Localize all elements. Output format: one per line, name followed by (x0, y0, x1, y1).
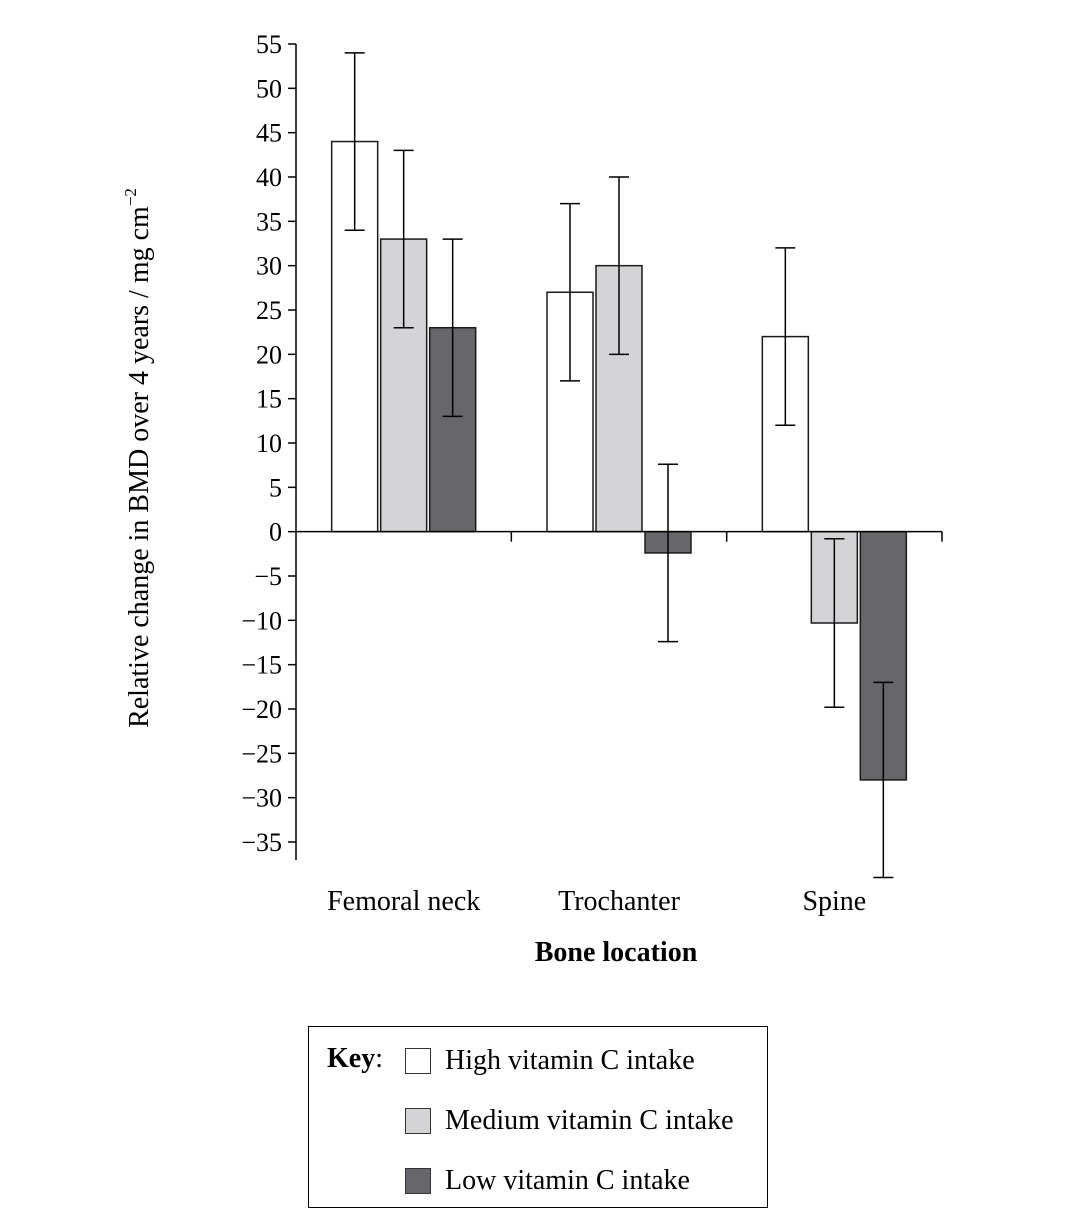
y-tick-label-14: −15 (241, 651, 282, 680)
y-tick-label-12: −5 (254, 562, 282, 591)
legend-item-medium: Medium vitamin C intake (405, 1105, 734, 1137)
y-tick-label-4: 35 (256, 207, 282, 236)
legend-item-high: High vitamin C intake (405, 1045, 695, 1077)
y-tick-label-9: 10 (256, 429, 282, 458)
labels-layer: Femoral neck Trochanter Spine5550454035302… (241, 30, 866, 917)
y-axis-title: Relative change in BMD over 4 years / mg… (121, 188, 155, 728)
legend-item-low: Low vitamin C intake (405, 1165, 690, 1197)
legend-key-label: Key (327, 1043, 376, 1074)
x-axis-title: Bone location (535, 937, 698, 968)
y-tick-label-0: 55 (256, 30, 282, 59)
error-bars-layer (344, 52, 894, 879)
bar-1-0 (546, 291, 594, 533)
category-label-0: Femoral neck (327, 886, 480, 917)
y-axis-title-text: Relative change in BMD over 4 years / mg… (124, 206, 155, 728)
y-tick-label-7: 20 (256, 340, 282, 369)
y-tick-label-2: 45 (256, 119, 282, 148)
y-tick-label-16: −25 (241, 739, 282, 768)
y-tick-label-13: −10 (241, 606, 282, 635)
legend-swatch-high (405, 1048, 431, 1074)
legend-label-high: High vitamin C intake (445, 1045, 695, 1076)
legend-swatch-low (405, 1168, 431, 1194)
y-tick-label-10: 5 (269, 473, 282, 502)
axes-layer (288, 43, 943, 860)
y-tick-label-18: −35 (241, 828, 282, 857)
y-tick-label-11: 0 (269, 518, 282, 547)
y-axis-title-superscript: −2 (121, 188, 140, 206)
y-tick-label-8: 15 (256, 385, 282, 414)
legend-key-colon: : (375, 1043, 383, 1074)
legend: Key: High vitamin C intake Medium vitami… (308, 1026, 768, 1208)
category-label-2: Spine (802, 886, 866, 917)
y-tick-label-5: 30 (256, 252, 282, 281)
y-tick-label-1: 50 (256, 74, 282, 103)
legend-key-title: Key: (327, 1043, 383, 1075)
y-tick-label-17: −30 (241, 784, 282, 813)
legend-swatch-medium (405, 1108, 431, 1134)
y-tick-label-6: 25 (256, 296, 282, 325)
y-tick-label-3: 40 (256, 163, 282, 192)
category-label-1: Trochanter (558, 886, 681, 917)
legend-label-low: Low vitamin C intake (445, 1165, 690, 1196)
legend-label-medium: Medium vitamin C intake (445, 1105, 734, 1136)
y-tick-label-15: −20 (241, 695, 282, 724)
